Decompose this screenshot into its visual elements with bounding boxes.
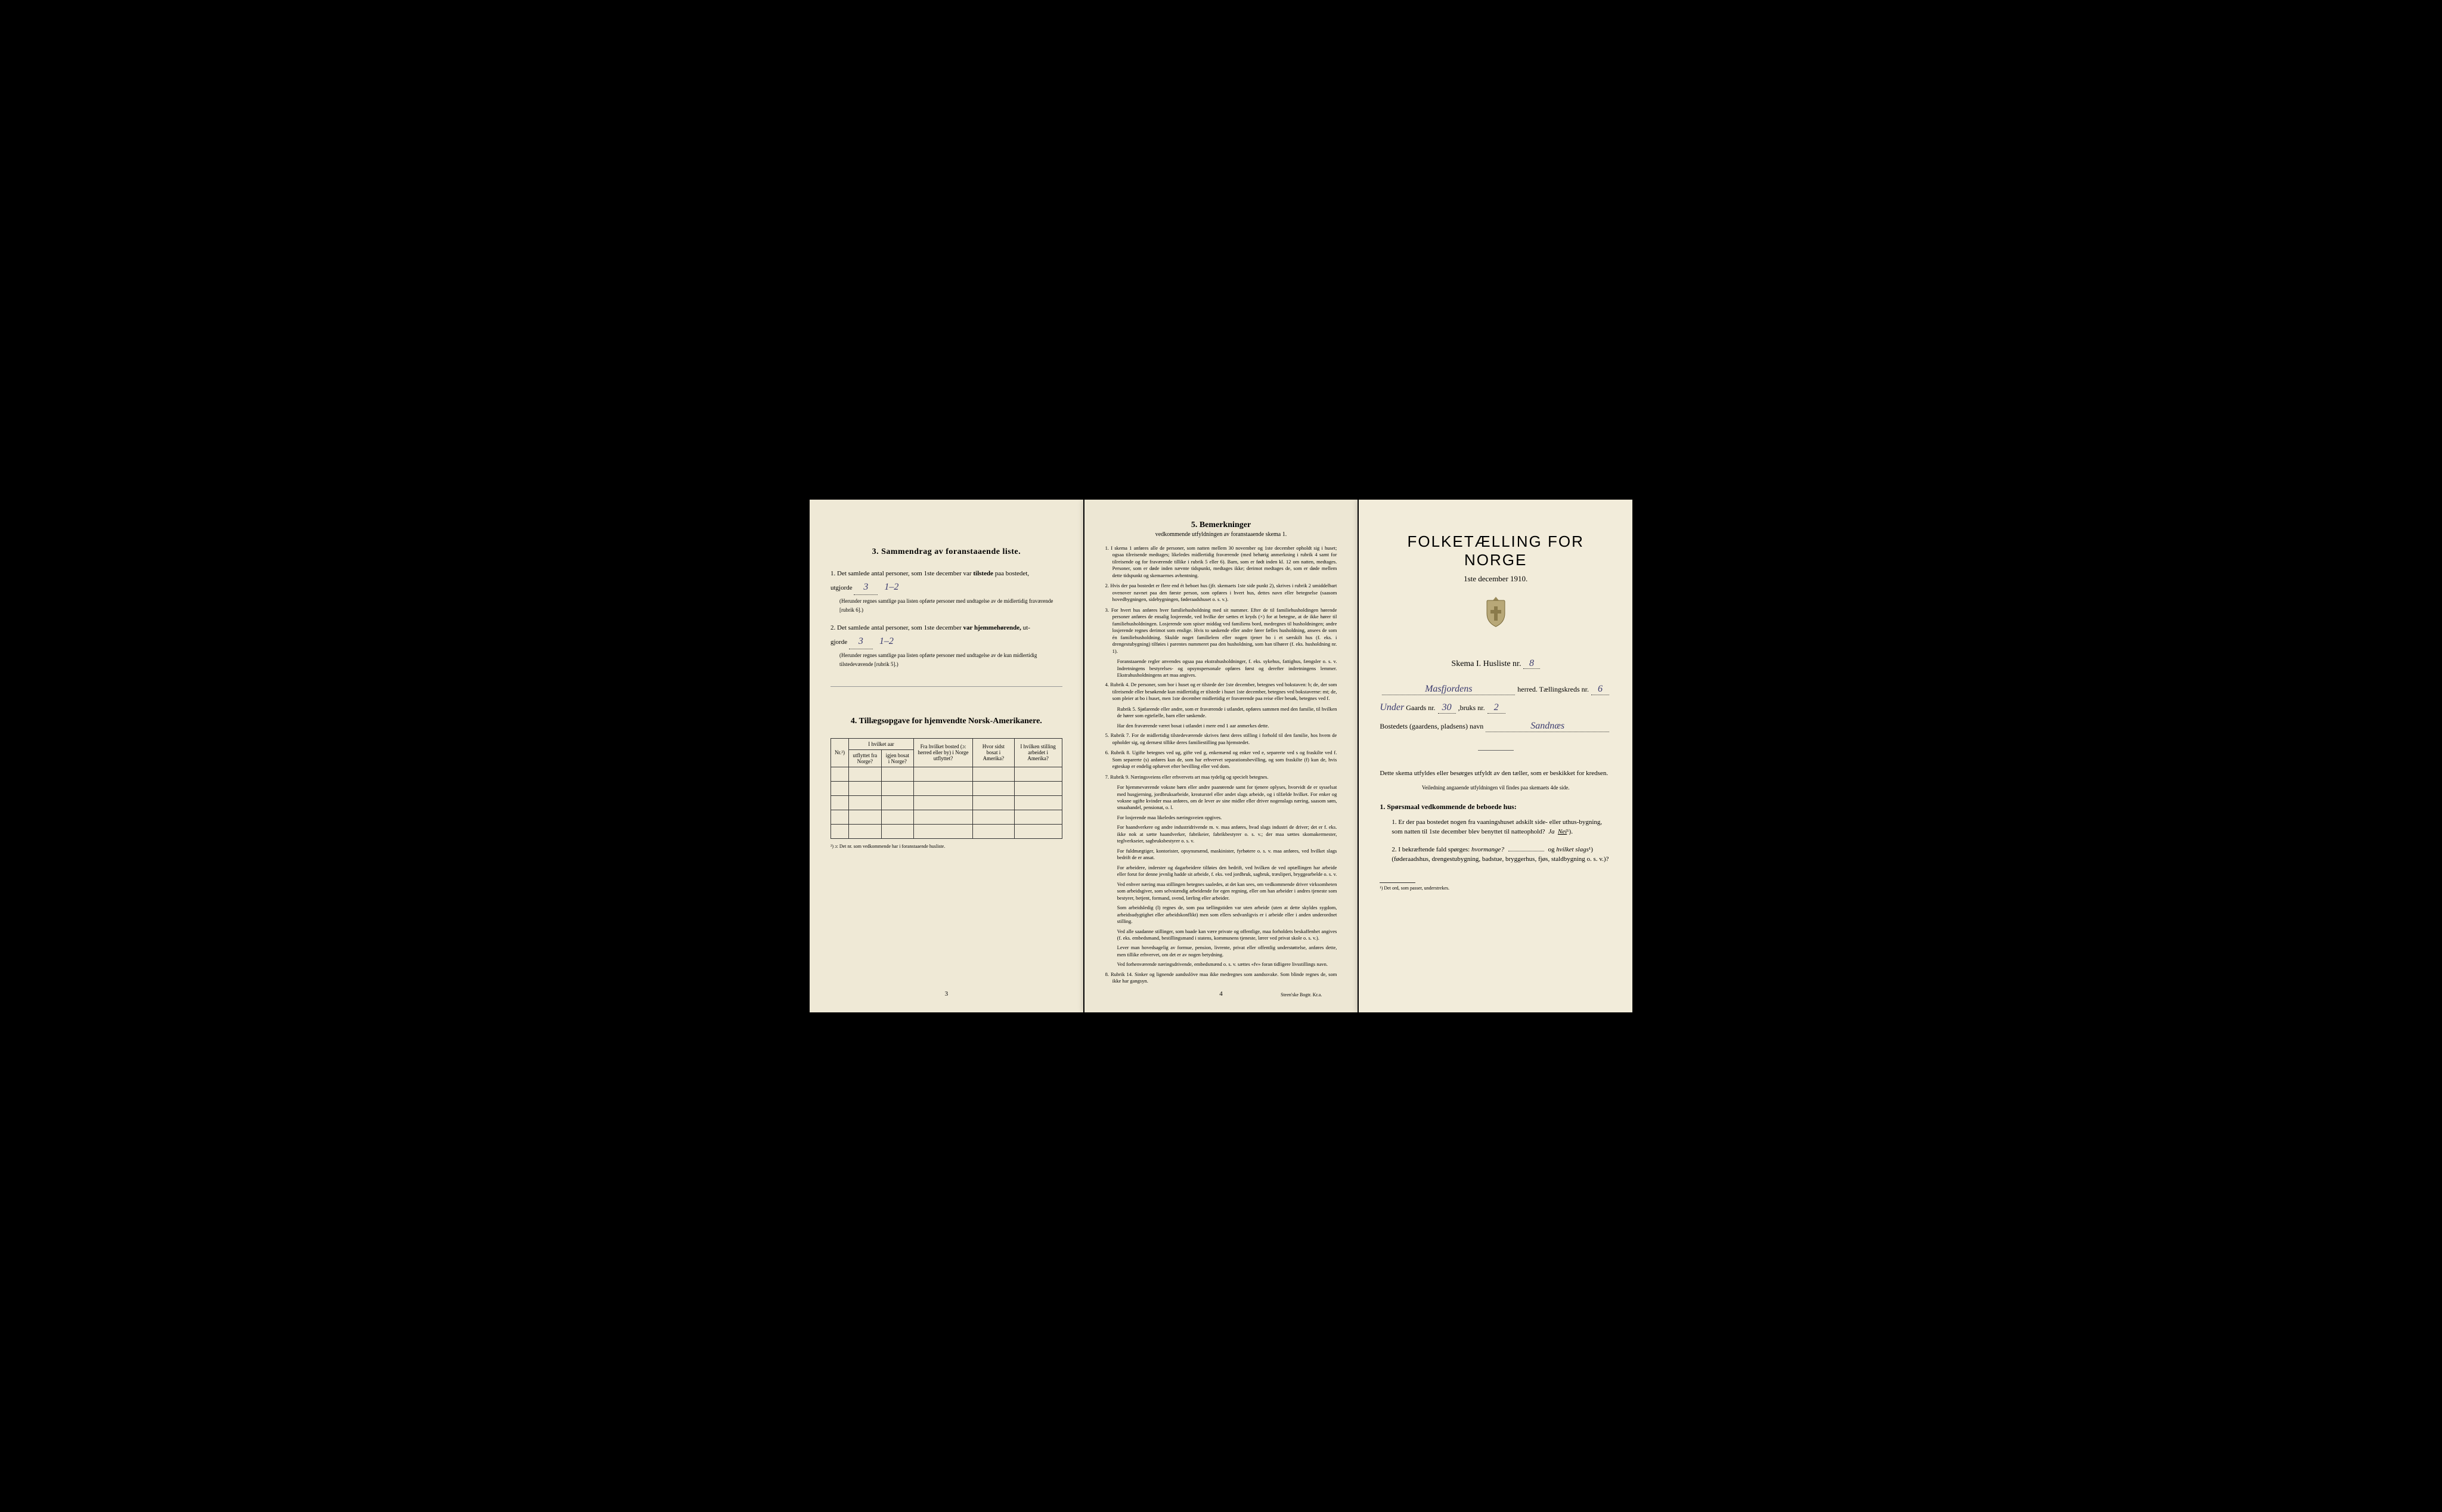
remark-item: Rubrik 5. Sjøfarende eller andre, som er…	[1105, 706, 1337, 720]
census-date: 1ste december 1910.	[1380, 574, 1612, 584]
col-nr: Nr.²)	[831, 738, 849, 767]
item-1: 1. Det samlede antal personer, som 1ste …	[830, 569, 1062, 614]
field-value-2a: 3	[849, 634, 873, 650]
page-2: 5. Bemerkninger vedkommende utfyldningen…	[1084, 500, 1358, 1012]
coat-of-arms-icon	[1380, 596, 1612, 634]
remark-item: 7. Rubrik 9. Næringsveiens eller erhverv…	[1105, 774, 1337, 780]
section-3-header: 3. Sammendrag av foranstaaende liste.	[830, 547, 1062, 557]
gaards-value: 30	[1438, 702, 1456, 714]
remark-item: 5. Rubrik 7. For de midlertidig tilstede…	[1105, 732, 1337, 746]
col-emigrated: utflyttet fra Norge?	[848, 749, 881, 767]
main-title: FOLKETÆLLING FOR NORGE	[1380, 532, 1612, 569]
bosted-line: Bostedets (gaardens, pladsens) navn Sand…	[1380, 721, 1612, 732]
printer-credit: Steen'ske Bogtr. Kr.a.	[1281, 992, 1322, 997]
remark-item: 8. Rubrik 14. Sinker og lignende aandssl…	[1105, 971, 1337, 985]
remark-item: For haandverkere og andre industridriven…	[1105, 824, 1337, 844]
item-1-note: (Herunder regnes samtlige paa listen opf…	[839, 597, 1062, 614]
husliste-nr: 8	[1523, 658, 1540, 669]
field-value-2b: 1–2	[879, 636, 894, 646]
kreds-value: 6	[1591, 684, 1609, 695]
question-1: 1. Er der paa bostedet nogen fra vaaning…	[1392, 817, 1612, 837]
skema-line: Skema I. Husliste nr. 8	[1380, 658, 1612, 669]
remark-item: Ved alle saadanne stillinger, som baade …	[1105, 928, 1337, 942]
col-year: I hvilket aar	[848, 738, 913, 749]
remark-item: 2. Hvis der paa bostedet er flere end ét…	[1105, 583, 1337, 603]
page-number-4: 4	[1219, 990, 1223, 997]
guidance-note: Veiledning angaaende utfyldningen vil fi…	[1380, 785, 1612, 791]
footnote-1: ¹) Det ord, som passer, understrekes.	[1380, 882, 1612, 891]
table-row	[831, 795, 1062, 810]
remark-item: Ved enhver næring maa stillingen betegne…	[1105, 881, 1337, 901]
remark-item: For arbeidere, inderster og dagarbeidere…	[1105, 865, 1337, 878]
remark-item: Som arbeidsledig (l) regnes de, som paa …	[1105, 904, 1337, 925]
footnote-2: ²) ɔ: Det nr. som vedkommende har i fora…	[830, 844, 1062, 849]
field-value-1a: 3	[854, 580, 878, 596]
col-from: Fra hvilket bosted (ɔ: herred eller by) …	[913, 738, 972, 767]
section-5-subtitle: vedkommende utfyldningen av foranstaaend…	[1105, 531, 1337, 538]
remark-item: Har den fraværende været bosat i utlande…	[1105, 723, 1337, 729]
remark-item: Lever man hovedsagelig av formue, pensio…	[1105, 944, 1337, 958]
remark-item: 6. Rubrik 8. Ugifte betegnes ved ug, gif…	[1105, 749, 1337, 770]
bruks-value: 2	[1487, 702, 1505, 714]
page-3: FOLKETÆLLING FOR NORGE 1ste december 191…	[1359, 500, 1632, 1012]
page-number-3: 3	[945, 990, 949, 997]
remark-item: For fuldmægtiger, kontorister, opsynsmæn…	[1105, 848, 1337, 862]
table-row	[831, 767, 1062, 781]
col-returned: igjen bosat i Norge?	[881, 749, 913, 767]
nei-underlined: Nei	[1558, 828, 1567, 835]
remarks-list: 1. I skema 1 anføres alle de personer, s…	[1105, 545, 1337, 985]
question-2: 2. I bekræftende fald spørges: hvormange…	[1392, 843, 1612, 865]
table-row	[831, 781, 1062, 795]
item-2: 2. Det samlede antal personer, som 1ste …	[830, 623, 1062, 668]
gaards-line: Under Gaards nr. 30, bruks nr. 2	[1380, 702, 1612, 714]
description-text: Dette skema utfyldes eller besørges utfy…	[1380, 769, 1612, 779]
remark-item: For losjerende maa likeledes næringsveie…	[1105, 814, 1337, 821]
field-value-1b: 1–2	[884, 582, 898, 592]
page-1: 3. Sammendrag av foranstaaende liste. 1.…	[810, 500, 1083, 1012]
questions-header: 1. Spørsmaal vedkommende de beboede hus:	[1380, 803, 1612, 811]
remark-item: Ved forhenværende næringsdrivende, embed…	[1105, 961, 1337, 968]
remark-item: For hjemmeværende voksne børn eller andr…	[1105, 784, 1337, 811]
bosted-value: Sandnæs	[1486, 721, 1609, 732]
table-4: Nr.²) I hvilket aar Fra hvilket bosted (…	[830, 738, 1062, 839]
remark-item: Foranstaaende regler anvendes ogsaa paa …	[1105, 658, 1337, 678]
item-2-note: (Herunder regnes samtlige paa listen opf…	[839, 651, 1062, 668]
remark-item: 4. Rubrik 4. De personer, som bor i huse…	[1105, 681, 1337, 702]
remark-item: 1. I skema 1 anføres alle de personer, s…	[1105, 545, 1337, 579]
table-row	[831, 810, 1062, 824]
col-where: Hvor sidst bosat i Amerika?	[973, 738, 1015, 767]
col-position: I hvilken stilling arbeidet i Amerika?	[1014, 738, 1062, 767]
remark-item: 3. For hvert hus anføres hver familiehus…	[1105, 607, 1337, 655]
herred-line: Masfjordens herred. Tællingskreds nr. 6	[1380, 684, 1612, 695]
section-4-header: 4. Tillægsopgave for hjemvendte Norsk-Am…	[830, 717, 1062, 726]
herred-value: Masfjordens	[1382, 684, 1515, 695]
table-row	[831, 824, 1062, 838]
section-5-title: 5. Bemerkninger	[1105, 520, 1337, 530]
